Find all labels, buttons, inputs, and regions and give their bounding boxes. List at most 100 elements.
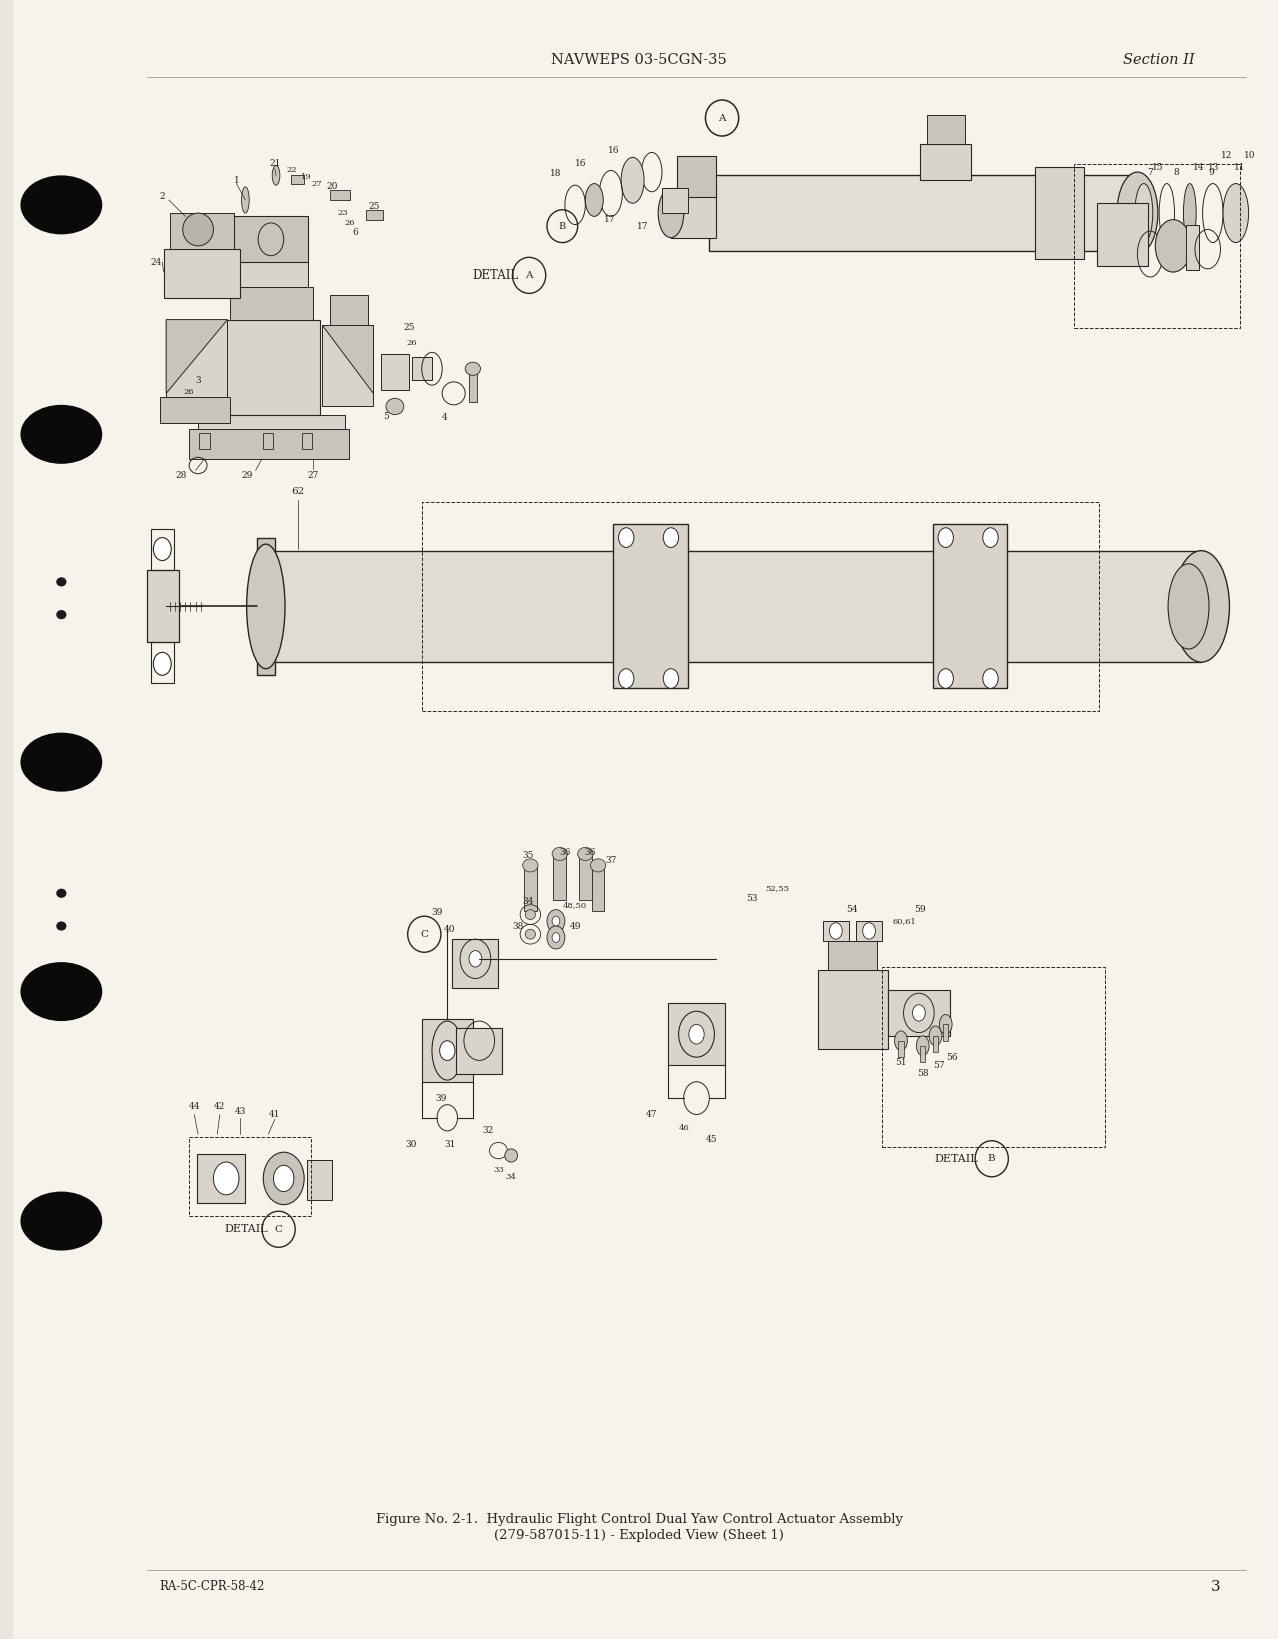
Bar [198,415,345,434]
Ellipse shape [619,528,634,547]
Text: DETAIL: DETAIL [473,269,519,282]
Ellipse shape [242,187,249,213]
Ellipse shape [263,1152,304,1205]
Ellipse shape [689,1024,704,1044]
Bar [422,1019,473,1082]
Bar [291,175,304,184]
Ellipse shape [153,652,171,675]
Bar [189,1137,311,1216]
Bar [662,188,688,213]
Ellipse shape [386,398,404,415]
Bar [366,210,383,220]
Bar [469,369,477,402]
Ellipse shape [469,951,482,967]
Ellipse shape [272,166,280,185]
Text: 20: 20 [327,182,337,192]
Ellipse shape [20,733,102,792]
Bar [898,1041,904,1057]
Ellipse shape [547,910,565,933]
Bar [234,216,308,262]
Ellipse shape [552,847,567,860]
Ellipse shape [590,859,606,872]
Bar [381,354,409,390]
Bar [677,156,716,197]
Text: 2: 2 [160,192,165,202]
Bar [230,287,313,320]
Ellipse shape [863,923,875,939]
Text: 4: 4 [442,413,447,423]
Bar [262,551,1201,662]
Ellipse shape [663,528,679,547]
Text: 45: 45 [705,1134,718,1144]
Ellipse shape [56,921,66,931]
Ellipse shape [578,847,593,860]
Text: 44: 44 [189,1101,199,1111]
Ellipse shape [56,577,66,587]
Text: 1: 1 [234,175,239,185]
Text: 56: 56 [946,1052,958,1062]
Bar [882,967,1105,1147]
Ellipse shape [20,175,102,234]
Bar [189,429,349,459]
Ellipse shape [983,669,998,688]
Text: 37: 37 [606,856,616,865]
Bar [234,262,308,287]
Ellipse shape [1135,184,1153,243]
Text: 51: 51 [895,1057,907,1067]
Text: 59: 59 [914,905,927,915]
Bar [164,249,240,298]
Bar [151,642,174,683]
Text: C: C [275,1224,282,1234]
Bar [170,213,234,249]
Ellipse shape [1155,220,1191,272]
Ellipse shape [525,910,535,919]
Text: 27: 27 [308,470,318,480]
Bar [224,320,320,415]
Ellipse shape [56,888,66,898]
Ellipse shape [929,1026,942,1046]
Text: 38: 38 [512,921,523,931]
Text: 28: 28 [176,470,187,480]
Text: A: A [718,113,726,123]
Text: 48,50: 48,50 [564,901,587,908]
Bar [579,854,592,900]
Text: 17: 17 [638,221,648,231]
Text: 42: 42 [215,1101,225,1111]
Text: 9: 9 [1209,167,1214,177]
Ellipse shape [505,1149,518,1162]
Ellipse shape [983,528,998,547]
Text: B: B [558,221,566,231]
Text: 30: 30 [406,1139,417,1149]
Ellipse shape [1117,172,1158,254]
Bar [1186,225,1199,270]
Text: B: B [988,1154,996,1164]
Ellipse shape [525,929,535,939]
Bar [147,570,179,642]
Ellipse shape [938,528,953,547]
Text: 36: 36 [585,847,596,857]
Ellipse shape [56,610,66,620]
Bar [613,524,688,688]
Bar [322,325,373,406]
Ellipse shape [465,362,481,375]
Ellipse shape [1173,551,1229,662]
Text: 36: 36 [560,847,570,857]
Bar [1035,167,1084,259]
Ellipse shape [1183,184,1196,243]
Text: 39: 39 [436,1093,446,1103]
Bar [709,175,1137,251]
Bar [668,1003,725,1065]
Bar [920,144,971,180]
Text: 60,61: 60,61 [893,918,916,924]
Bar [330,295,368,325]
Text: 33: 33 [493,1167,504,1174]
Ellipse shape [658,188,684,238]
Text: 21: 21 [270,159,280,169]
Text: 25: 25 [404,323,414,333]
Bar [943,1024,948,1041]
Bar [888,990,950,1036]
Ellipse shape [183,213,213,246]
Text: DETAIL: DETAIL [225,1224,268,1234]
Text: 22: 22 [286,167,296,174]
Bar [920,1046,925,1062]
